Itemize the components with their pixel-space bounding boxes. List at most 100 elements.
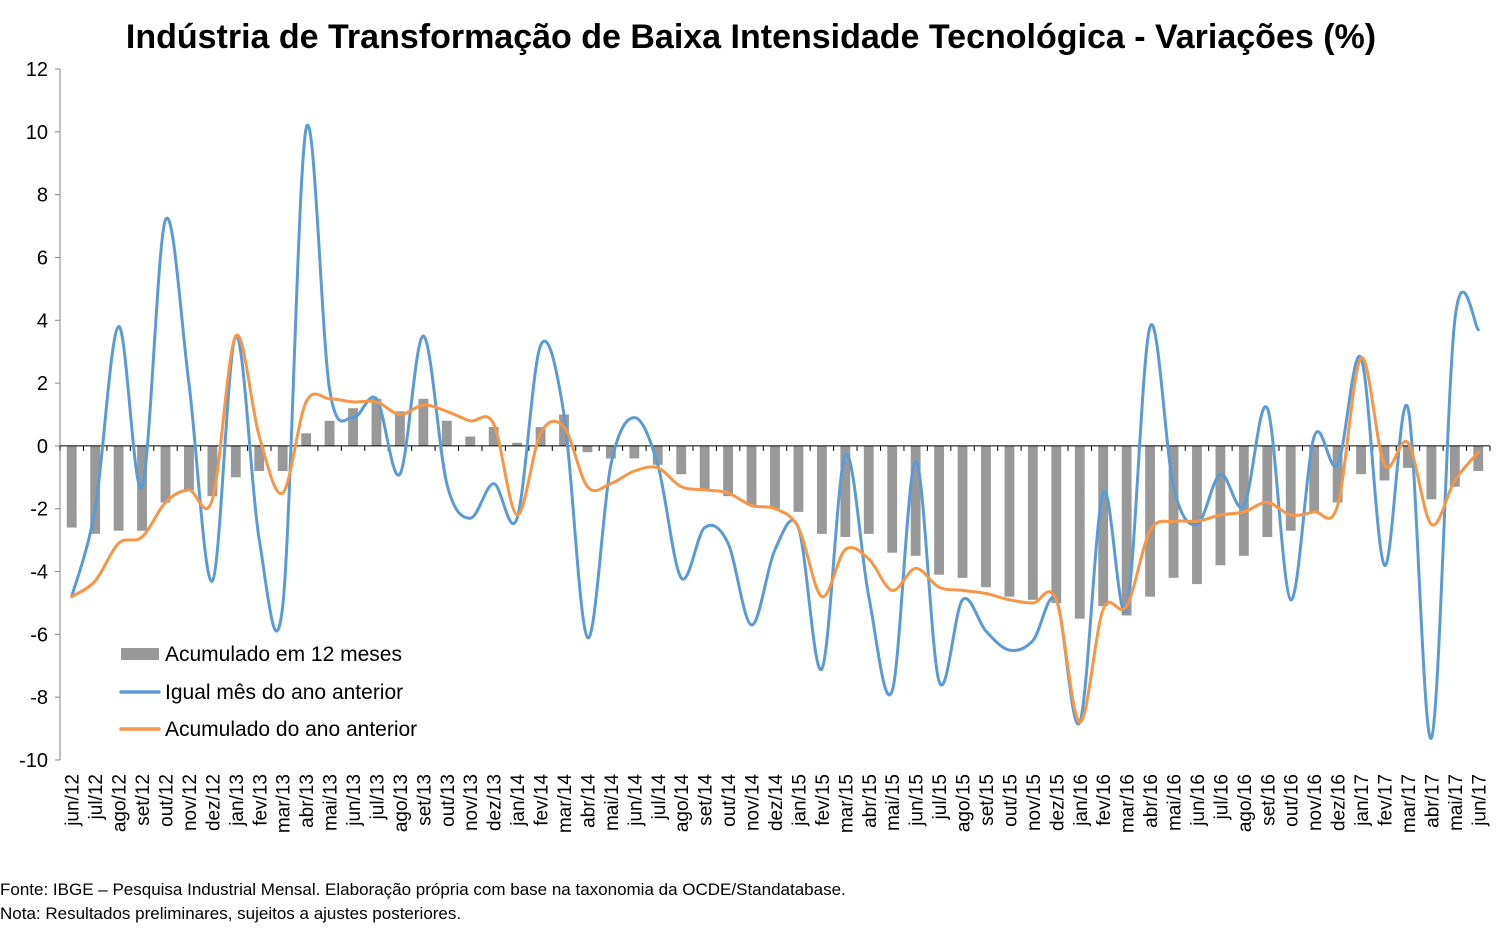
line-point xyxy=(375,397,378,400)
x-tick-label: mar/17 xyxy=(1399,774,1420,833)
line-point xyxy=(1031,639,1034,642)
bar-acumulado-12-meses xyxy=(629,445,640,459)
preliminary-note: Nota: Resultados preliminares, sujeitos … xyxy=(0,904,462,923)
bar-acumulado-12-meses xyxy=(488,427,499,446)
x-tick-label: jul/14 xyxy=(649,774,670,821)
x-tick-label: mar/13 xyxy=(274,774,295,833)
bar-acumulado-12-meses xyxy=(371,398,382,446)
x-tick-label: dez/12 xyxy=(203,774,224,831)
x-tick-label: jun/13 xyxy=(344,774,365,827)
line-point xyxy=(328,397,331,400)
line-point xyxy=(1031,601,1034,604)
y-tick-label: -6 xyxy=(30,624,48,646)
line-point xyxy=(703,488,706,491)
chart-title: Indústria de Transformação de Baixa Inte… xyxy=(125,18,1377,56)
bar-acumulado-12-meses xyxy=(981,445,991,588)
line-point xyxy=(1336,504,1339,507)
line-point xyxy=(234,334,237,337)
line-point xyxy=(305,400,308,403)
line-point xyxy=(563,426,566,429)
line-point xyxy=(398,473,401,476)
line-point xyxy=(656,463,659,466)
line-point xyxy=(1430,737,1433,740)
y-tick-label: 12 xyxy=(26,59,48,81)
line-point xyxy=(211,498,214,501)
bar-acumulado-12-meses xyxy=(66,445,77,528)
line-point xyxy=(211,579,214,582)
bar-acumulado-12-meses xyxy=(1098,445,1109,607)
y-tick-label: 8 xyxy=(37,185,48,207)
line-point xyxy=(1008,598,1011,601)
line-point xyxy=(1289,514,1292,517)
bar-acumulado-12-meses xyxy=(1168,445,1179,578)
line-point xyxy=(516,517,519,520)
x-tick-label: mai/14 xyxy=(602,774,623,831)
bar-acumulado-12-meses xyxy=(207,445,218,497)
line-point xyxy=(492,482,495,485)
y-tick-label: 0 xyxy=(37,436,48,458)
x-tick-label: ago/14 xyxy=(672,774,693,833)
line-point xyxy=(1313,510,1316,513)
line-point xyxy=(633,416,636,419)
x-tick-label: out/12 xyxy=(156,774,177,827)
line-point xyxy=(1008,649,1011,652)
legend-label: Acumulado do ano anterior xyxy=(165,718,417,741)
line-point xyxy=(1102,608,1105,611)
line-point xyxy=(492,422,495,425)
line-point xyxy=(1289,598,1292,601)
bar-acumulado-12-meses xyxy=(1027,445,1038,600)
line-point xyxy=(1406,441,1409,444)
source-note: Fonte: IBGE – Pesquisa Industrial Mensal… xyxy=(0,880,846,899)
x-tick-label: nov/15 xyxy=(1024,774,1045,831)
line-point xyxy=(1149,529,1152,532)
bar-acumulado-12-meses xyxy=(1074,445,1085,619)
line-point xyxy=(375,400,378,403)
x-tick-label: abr/16 xyxy=(1141,774,1162,828)
line-point xyxy=(961,598,964,601)
bar-acumulado-12-meses xyxy=(793,445,804,512)
x-tick-label: jan/13 xyxy=(227,774,248,827)
x-tick-label: mai/15 xyxy=(883,774,904,831)
bar-acumulado-12-meses xyxy=(887,445,898,553)
line-point xyxy=(1313,435,1316,438)
line-point xyxy=(141,535,144,538)
line-point xyxy=(680,485,683,488)
legend-label: Igual mês do ano anterior xyxy=(165,681,403,704)
line-point xyxy=(609,463,612,466)
y-tick-label: -4 xyxy=(30,562,48,584)
line-point xyxy=(938,680,941,683)
bar-acumulado-12-meses xyxy=(113,445,124,531)
line-point xyxy=(1383,564,1386,567)
line-point xyxy=(117,325,120,328)
line-point xyxy=(445,482,448,485)
y-tick-label: 10 xyxy=(26,122,48,144)
line-point xyxy=(867,595,870,598)
x-tick-label: dez/13 xyxy=(485,774,506,831)
bar-acumulado-12-meses xyxy=(394,411,405,446)
bar-acumulado-12-meses xyxy=(1426,445,1437,500)
line-point xyxy=(422,334,425,337)
bar-acumulado-12-meses xyxy=(1473,445,1484,472)
line-point xyxy=(703,526,706,529)
legend-label: Acumulado em 12 meses xyxy=(165,643,402,666)
line-point xyxy=(774,548,777,551)
bar-acumulado-12-meses xyxy=(277,445,288,472)
line-point xyxy=(94,507,97,510)
line-point xyxy=(891,589,894,592)
line-point xyxy=(820,667,823,670)
bar-acumulado-12-meses xyxy=(1238,445,1249,556)
x-tick-label: jul/16 xyxy=(1211,774,1232,820)
line-point xyxy=(1102,492,1105,495)
x-tick-label: jun/14 xyxy=(625,774,646,827)
x-tick-label: mai/16 xyxy=(1165,774,1186,831)
line-point xyxy=(469,419,472,422)
line-point xyxy=(70,595,73,598)
line-point xyxy=(1477,328,1480,331)
bar-acumulado-12-meses xyxy=(1285,445,1296,531)
x-tick-label: dez/15 xyxy=(1047,774,1068,831)
line-point xyxy=(1219,514,1222,517)
line-point xyxy=(539,432,542,435)
line-point xyxy=(1195,520,1198,523)
bar-acumulado-12-meses xyxy=(1215,445,1226,566)
